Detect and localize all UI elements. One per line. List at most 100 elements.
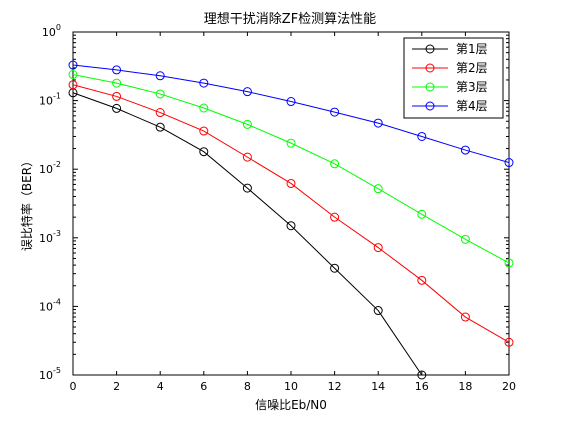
data-point — [155, 89, 165, 99]
series-4 — [68, 60, 514, 168]
x-tick-label: 4 — [157, 380, 164, 393]
data-point — [330, 263, 340, 273]
y-tick-mantissa: 10 — [39, 163, 53, 176]
data-point — [112, 78, 122, 88]
data-point — [155, 71, 165, 81]
y-tick-label: 10-3 — [39, 229, 61, 245]
data-point — [155, 122, 165, 132]
y-tick-exponent: -2 — [53, 160, 61, 169]
legend-label: 第1层 — [456, 42, 488, 56]
data-point — [68, 80, 78, 90]
data-point — [460, 234, 470, 244]
legend-label: 第3层 — [456, 80, 488, 94]
x-tick-label: 20 — [502, 380, 516, 393]
data-point — [504, 158, 514, 168]
legend-marker — [425, 63, 435, 73]
y-tick-mantissa: 10 — [39, 300, 53, 313]
data-point — [286, 221, 296, 231]
y-tick-exponent: -1 — [53, 92, 61, 101]
y-tick-mantissa: 10 — [39, 369, 53, 382]
data-point — [199, 103, 209, 113]
data-point — [330, 159, 340, 169]
axis-ticks — [72, 31, 510, 376]
y-tick-label: 10-4 — [39, 297, 61, 313]
x-tick-label: 8 — [244, 380, 251, 393]
data-point — [242, 119, 252, 129]
legend-entry: 第3层 — [412, 80, 488, 94]
data-point — [330, 212, 340, 222]
data-point — [199, 126, 209, 136]
data-point — [417, 131, 427, 141]
legend-entry: 第2层 — [412, 61, 488, 75]
data-point — [286, 178, 296, 188]
data-point — [504, 258, 514, 268]
data-point — [112, 65, 122, 75]
data-point — [417, 209, 427, 219]
data-point — [112, 103, 122, 113]
x-tick-label: 2 — [113, 380, 120, 393]
x-tick-labels: 0 2 4 6 8 10 12 14 16 18 20 — [70, 380, 517, 393]
data-point — [68, 70, 78, 80]
y-tick-exponent: -5 — [53, 366, 61, 375]
y-tick-label: 10-5 — [39, 366, 61, 382]
y-axis-label: 误比特率（BER） — [19, 155, 34, 251]
legend-marker — [425, 101, 435, 111]
legend-label: 第4层 — [456, 99, 488, 113]
data-point — [242, 152, 252, 162]
y-tick-mantissa: 10 — [39, 232, 53, 245]
data-point — [199, 78, 209, 88]
y-tick-label: 10-1 — [39, 92, 61, 108]
series-line — [72, 92, 423, 376]
data-point — [373, 184, 383, 194]
data-point — [373, 243, 383, 253]
data-point — [286, 97, 296, 107]
data-point — [417, 275, 427, 285]
data-point — [460, 145, 470, 155]
data-point — [286, 138, 296, 148]
series-layer — [68, 60, 514, 380]
series-1 — [68, 88, 427, 380]
legend-marker — [425, 82, 435, 92]
series-2 — [68, 80, 514, 347]
y-tick-exponent: -4 — [53, 297, 61, 306]
data-point — [460, 312, 470, 322]
y-tick-label: 100 — [42, 23, 61, 39]
data-point — [373, 118, 383, 128]
y-tick-mantissa: 10 — [42, 26, 56, 39]
data-point — [112, 91, 122, 101]
x-tick-label: 10 — [284, 380, 298, 393]
legend-entry: 第1层 — [412, 42, 488, 56]
data-point — [373, 306, 383, 316]
y-tick-mantissa: 10 — [39, 95, 53, 108]
legend-label: 第2层 — [456, 61, 488, 75]
y-tick-label: 10-2 — [39, 160, 61, 176]
x-tick-label: 0 — [70, 380, 77, 393]
data-point — [155, 108, 165, 118]
x-tick-label: 16 — [415, 380, 429, 393]
x-tick-label: 6 — [200, 380, 207, 393]
series-line — [72, 74, 510, 264]
legend-marker — [425, 44, 435, 54]
series-line — [72, 84, 510, 343]
x-tick-label: 14 — [371, 380, 385, 393]
data-point — [330, 107, 340, 117]
data-point — [242, 87, 252, 97]
x-tick-label: 12 — [328, 380, 342, 393]
data-point — [68, 60, 78, 70]
y-tick-exponent: -3 — [53, 229, 61, 238]
x-axis-label: 信噪比Eb/N0 — [255, 398, 327, 412]
data-point — [242, 183, 252, 193]
data-point — [504, 337, 514, 347]
series-line — [72, 64, 510, 164]
x-tick-label: 18 — [458, 380, 472, 393]
legend-box — [403, 37, 504, 119]
y-tick-exponent: 0 — [56, 23, 61, 32]
series-3 — [68, 70, 514, 268]
data-point — [199, 147, 209, 157]
data-point — [417, 370, 427, 380]
